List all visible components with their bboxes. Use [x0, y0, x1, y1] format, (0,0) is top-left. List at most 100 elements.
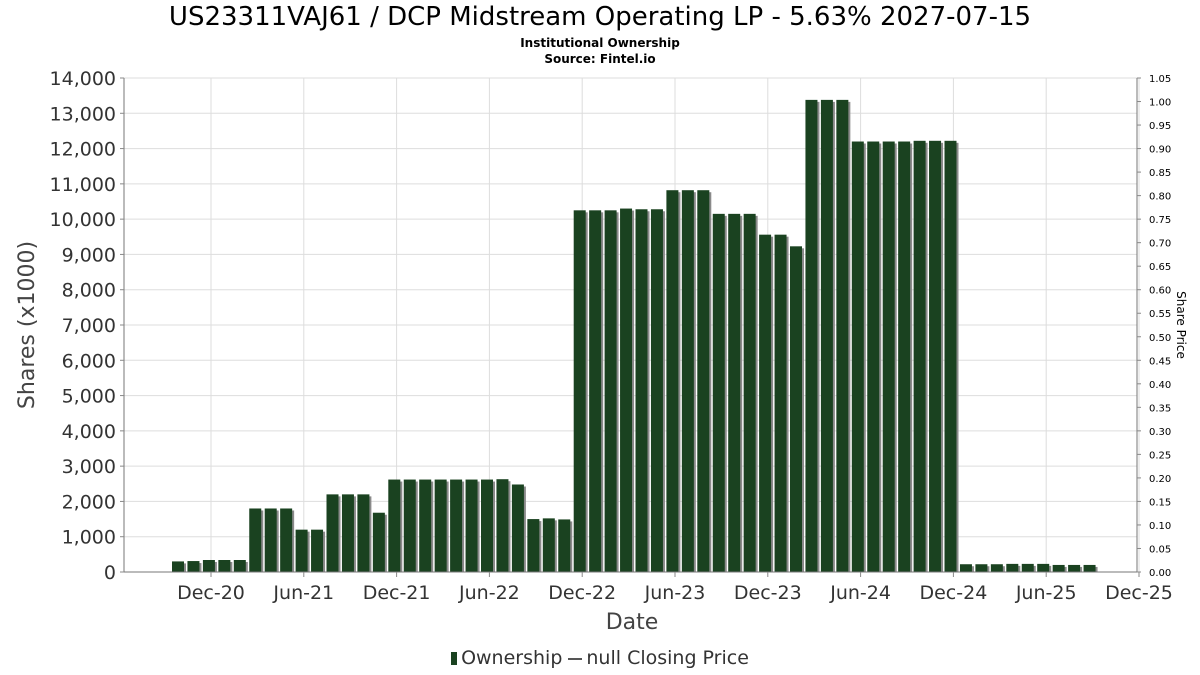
x-axis-ticks: Dec-20 Jun-21 Dec-21 Jun-22 Dec-22 Jun-23 Dec-… — [177, 572, 1173, 604]
ownership-bar — [666, 190, 679, 573]
y2-tick-label: 0.60 — [1149, 286, 1171, 297]
ownership-bar — [589, 210, 602, 573]
y2-tick-label: 0.95 — [1149, 121, 1171, 132]
ownership-bar — [1083, 564, 1096, 572]
ownership-bar — [650, 209, 663, 572]
chart-source: Source: Fintel.io — [544, 52, 656, 66]
y2-tick-label: 0.45 — [1149, 356, 1171, 367]
legend: Ownership null Closing Price — [0, 647, 1200, 669]
y2-tick-label: 1.05 — [1149, 74, 1171, 85]
ownership-bar — [697, 190, 710, 573]
ownership-bar — [450, 479, 463, 572]
ownership-bar — [403, 479, 416, 572]
ownership-bar — [172, 561, 184, 572]
y2-tick-label: 0.10 — [1149, 521, 1171, 532]
y2-tick-label: 0.50 — [1149, 333, 1171, 344]
ownership-bar — [820, 99, 833, 573]
y-tick-label: 5,000 — [62, 386, 116, 408]
y-tick-label: 7,000 — [62, 315, 116, 337]
ownership-bar — [635, 209, 648, 572]
x-tick-label: Dec-20 — [177, 582, 245, 604]
ownership-bar — [882, 141, 895, 572]
ownership-bar — [805, 99, 818, 573]
y2-tick-label: 0.70 — [1149, 239, 1171, 250]
y-tick-label: 1,000 — [62, 527, 116, 549]
price-legend-swatch — [568, 657, 583, 660]
y2-tick-label: 1.00 — [1149, 98, 1171, 109]
price-legend-label: null Closing Price — [586, 647, 749, 669]
ownership-bar — [929, 140, 942, 572]
ownership-bar — [388, 479, 401, 572]
y2-tick-label: 0.80 — [1149, 192, 1171, 203]
ownership-bar — [357, 494, 370, 572]
y-axis-title: Shares (x1000) — [15, 241, 40, 409]
ownership-legend-label: Ownership — [461, 647, 563, 669]
y-tick-label: 3,000 — [62, 456, 116, 478]
ownership-bar — [202, 560, 215, 572]
ownership-bar — [249, 508, 262, 572]
ownership-bar — [712, 213, 725, 572]
ownership-bar — [1021, 563, 1034, 572]
ownership-bar — [295, 529, 308, 572]
x-tick-label: Dec-23 — [734, 582, 802, 604]
ownership-bar — [1037, 563, 1050, 572]
y2-tick-label: 0.00 — [1149, 568, 1171, 579]
ownership-bar — [496, 479, 509, 572]
ownership-bar — [743, 213, 756, 572]
ownership-bar — [326, 494, 339, 572]
y-tick-label: 12,000 — [50, 139, 116, 161]
y2-tick-label: 0.90 — [1149, 145, 1171, 156]
y-tick-label: 14,000 — [50, 68, 116, 90]
x-tick-label: Jun-22 — [458, 582, 520, 604]
ownership-bar — [759, 234, 772, 572]
y-tick-label: 6,000 — [62, 350, 116, 372]
ownership-bar — [527, 519, 540, 572]
y-tick-label: 11,000 — [50, 174, 116, 196]
x-axis-title: Date — [606, 610, 659, 635]
y-tick-label: 10,000 — [50, 209, 116, 231]
ownership-bar — [233, 560, 246, 572]
y2-tick-label: 0.85 — [1149, 168, 1171, 179]
x-tick-label: Dec-24 — [919, 582, 987, 604]
ownership-bar — [573, 210, 586, 573]
ownership-bar — [975, 564, 988, 572]
x-tick-label: Dec-22 — [548, 582, 616, 604]
x-tick-label: Jun-23 — [644, 582, 706, 604]
y-tick-label: 9,000 — [62, 244, 116, 266]
x-tick-label: Jun-24 — [829, 582, 891, 604]
ownership-bar — [728, 213, 741, 572]
ownership-bar — [511, 484, 524, 572]
ownership-bar — [280, 508, 293, 572]
chart-subtitle: Institutional Ownership — [520, 36, 680, 50]
ownership-bar — [790, 246, 802, 572]
y-axis-ticks: 0 1,000 2,000 3,000 4,000 5,000 6,000 7,000 8,00… — [50, 68, 124, 584]
y2-tick-label: 0.20 — [1149, 474, 1171, 485]
y-tick-label: 2,000 — [62, 491, 116, 513]
ownership-bar — [898, 141, 911, 572]
ownership-bar — [959, 564, 972, 572]
y2-axis-ticks: 0.00 0.05 0.10 0.15 0.20 0.25 0.30 0.35 0.40 0.45… — [1137, 74, 1171, 579]
chart-title: US23311VAJ61 / DCP Midstream Operating L… — [168, 2, 1032, 32]
bar-series — [172, 99, 1098, 573]
y2-tick-label: 0.35 — [1149, 403, 1171, 414]
x-tick-label: Jun-25 — [1015, 582, 1077, 604]
y2-tick-label: 0.25 — [1149, 450, 1171, 461]
y-tick-label: 13,000 — [50, 103, 116, 125]
ownership-bar — [851, 141, 864, 572]
ownership-bar — [558, 519, 571, 572]
ownership-bar — [372, 512, 385, 572]
ownership-bar — [1068, 564, 1081, 572]
y2-tick-label: 0.05 — [1149, 544, 1171, 555]
x-tick-label: Dec-21 — [363, 582, 431, 604]
ownership-bar — [944, 140, 957, 572]
ownership-legend-swatch — [451, 652, 458, 665]
ownership-bar — [187, 561, 200, 572]
ownership-bar — [990, 564, 1003, 572]
ownership-bar — [681, 190, 694, 573]
y2-tick-label: 0.55 — [1149, 309, 1171, 320]
x-tick-label: Dec-25 — [1105, 582, 1173, 604]
ownership-bar — [913, 140, 926, 572]
ownership-bar — [604, 210, 617, 573]
y2-tick-label: 0.75 — [1149, 215, 1171, 226]
